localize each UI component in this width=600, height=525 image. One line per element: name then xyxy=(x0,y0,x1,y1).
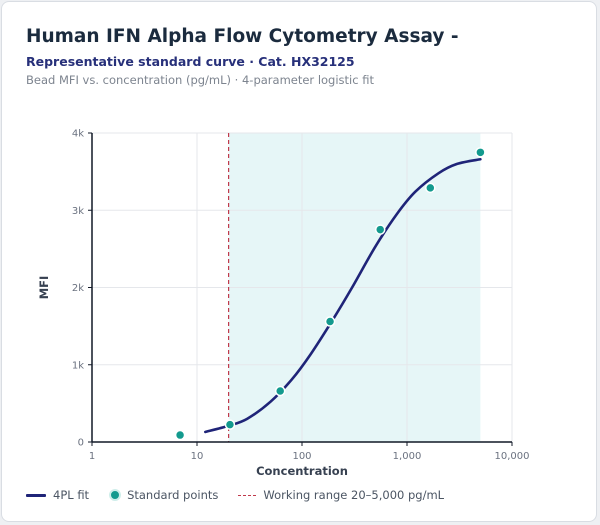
standard-point xyxy=(224,419,236,430)
standard-point xyxy=(374,224,386,235)
legend-item-fit[interactable]: 4PL fit xyxy=(26,488,89,502)
standard-point xyxy=(475,147,486,158)
standard-point xyxy=(425,182,436,194)
standard-point xyxy=(324,316,336,327)
x-tick-label: 10 xyxy=(191,451,204,462)
legend: 4PL fit Standard points Working range 20… xyxy=(26,488,464,502)
y-tick-label: 4k xyxy=(72,129,84,140)
x-tick-label: 1 xyxy=(89,451,95,462)
chart-subtitle: Representative standard curve · Cat. HX3… xyxy=(26,54,355,69)
legend-item-range[interactable]: Working range 20–5,000 pg/mL xyxy=(238,488,444,502)
legend-points-label: Standard points xyxy=(127,488,219,502)
y-tick-label: 1k xyxy=(72,360,84,371)
legend-item-points[interactable]: Standard points xyxy=(109,488,218,502)
x-tick-label: 100 xyxy=(292,451,311,462)
y-tick-label: 0 xyxy=(78,438,84,449)
x-tick-label: 1,000 xyxy=(393,451,422,462)
standard-point xyxy=(174,429,186,441)
chart-title: Human IFN Alpha Flow Cytometry Assay - xyxy=(26,26,459,47)
range-line-swatch xyxy=(238,494,257,496)
point-swatch xyxy=(109,489,122,501)
y-tick-label: 2k xyxy=(72,283,84,294)
x-tick-label: 10,000 xyxy=(495,451,530,462)
fit-curve xyxy=(204,157,482,434)
legend-fit-label: 4PL fit xyxy=(53,488,90,502)
chart-caption: Bead MFI vs. concentration (pg/mL) · 4-p… xyxy=(26,73,374,87)
standard-point xyxy=(274,385,286,397)
legend-range-label: Working range 20–5,000 pg/mL xyxy=(263,488,445,502)
y-tick-label: 3k xyxy=(72,206,84,217)
x-axis-title: Concentration xyxy=(256,464,348,478)
y-axis-title: MFI xyxy=(37,276,51,300)
fit-line-swatch xyxy=(26,493,46,497)
